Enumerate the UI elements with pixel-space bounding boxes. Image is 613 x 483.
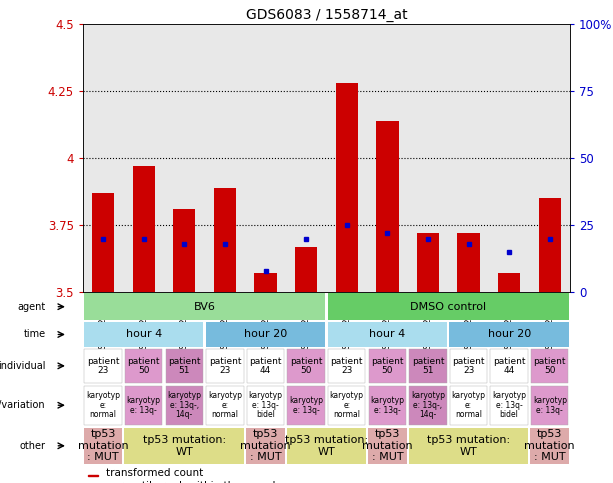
Text: patient
23: patient 23 <box>452 356 485 375</box>
Text: patient
50: patient 50 <box>128 356 160 375</box>
Bar <box>206 386 243 425</box>
Text: BV6: BV6 <box>194 302 216 312</box>
Text: patient
50: patient 50 <box>371 356 403 375</box>
Text: hour 20: hour 20 <box>244 329 287 340</box>
Bar <box>531 386 568 425</box>
Bar <box>417 233 439 292</box>
Bar <box>287 428 366 464</box>
Text: patient
23: patient 23 <box>208 356 241 375</box>
Bar <box>450 349 487 383</box>
Bar <box>247 386 284 425</box>
Text: genotype/variation: genotype/variation <box>0 400 45 410</box>
Bar <box>335 83 358 292</box>
Text: hour 20: hour 20 <box>487 329 531 340</box>
Bar <box>206 322 326 347</box>
Text: tp53 mutation:
WT: tp53 mutation: WT <box>143 435 226 456</box>
Bar <box>124 428 244 464</box>
Bar <box>531 349 568 383</box>
Bar <box>85 349 122 383</box>
Text: DMSO control: DMSO control <box>410 302 486 312</box>
Bar <box>498 273 520 292</box>
Text: karyotyp
e:
normal: karyotyp e: normal <box>208 391 242 419</box>
Text: tp53
mutation
: MUT: tp53 mutation : MUT <box>78 429 128 462</box>
Text: tp53
mutation
: MUT: tp53 mutation : MUT <box>525 429 575 462</box>
Bar <box>85 386 122 425</box>
Text: patient
50: patient 50 <box>290 356 322 375</box>
Bar <box>327 293 569 320</box>
Bar <box>84 293 326 320</box>
Text: hour 4: hour 4 <box>126 329 162 340</box>
Bar <box>92 193 114 292</box>
Text: individual: individual <box>0 361 45 371</box>
Text: karyotyp
e: 13q-
bidel: karyotyp e: 13q- bidel <box>492 391 526 419</box>
Bar <box>287 386 325 425</box>
Bar <box>368 428 406 464</box>
Text: agent: agent <box>17 302 45 312</box>
Bar <box>376 121 398 292</box>
Text: patient
44: patient 44 <box>249 356 282 375</box>
Text: karyotyp
e:
normal: karyotyp e: normal <box>86 391 120 419</box>
Bar <box>328 349 365 383</box>
Bar <box>166 386 203 425</box>
Text: tp53
mutation
: MUT: tp53 mutation : MUT <box>240 429 291 462</box>
Bar <box>450 386 487 425</box>
Text: karyotyp
e: 13q-: karyotyp e: 13q- <box>127 396 161 414</box>
Text: patient
23: patient 23 <box>330 356 363 375</box>
Text: karyotyp
e: 13q-
bidel: karyotyp e: 13q- bidel <box>248 391 283 419</box>
Bar <box>287 349 325 383</box>
Text: other: other <box>20 441 45 451</box>
Text: karyotyp
e:
normal: karyotyp e: normal <box>452 391 485 419</box>
Text: patient
44: patient 44 <box>493 356 525 375</box>
Text: karyotyp
e: 13q-: karyotyp e: 13q- <box>370 396 405 414</box>
Bar <box>368 349 406 383</box>
Bar <box>327 322 447 347</box>
Text: patient
51: patient 51 <box>168 356 200 375</box>
Bar <box>214 188 236 292</box>
Bar <box>457 233 480 292</box>
Bar <box>530 428 569 464</box>
Bar <box>246 428 285 464</box>
Bar <box>254 273 276 292</box>
Text: karyotyp
e: 13q-,
14q-: karyotyp e: 13q-, 14q- <box>167 391 201 419</box>
Bar <box>84 428 123 464</box>
Bar <box>409 428 528 464</box>
Bar <box>295 247 318 292</box>
Bar <box>132 166 155 292</box>
Text: karyotyp
e: 13q-,
14q-: karyotyp e: 13q-, 14q- <box>411 391 445 419</box>
Bar <box>125 386 162 425</box>
Bar <box>173 209 196 292</box>
Bar <box>125 349 162 383</box>
Text: hour 4: hour 4 <box>369 329 405 340</box>
Text: tp53 mutation:
WT: tp53 mutation: WT <box>285 435 368 456</box>
Text: patient
23: patient 23 <box>87 356 120 375</box>
Bar <box>84 322 204 347</box>
Text: tp53 mutation:
WT: tp53 mutation: WT <box>427 435 510 456</box>
Text: patient
50: patient 50 <box>533 356 566 375</box>
Bar <box>449 322 569 347</box>
Text: tp53
mutation
: MUT: tp53 mutation : MUT <box>362 429 413 462</box>
Bar <box>409 349 447 383</box>
Bar <box>247 349 284 383</box>
Bar <box>490 386 528 425</box>
Text: percentile rank within the sample: percentile rank within the sample <box>105 481 281 483</box>
Title: GDS6083 / 1558714_at: GDS6083 / 1558714_at <box>246 8 407 22</box>
Text: transformed count: transformed count <box>105 468 203 478</box>
Text: time: time <box>23 329 45 340</box>
Bar <box>409 386 447 425</box>
Bar <box>88 475 98 476</box>
Text: patient
51: patient 51 <box>412 356 444 375</box>
Bar <box>206 349 243 383</box>
Bar <box>368 386 406 425</box>
Bar <box>328 386 365 425</box>
Text: karyotyp
e: 13q-: karyotyp e: 13q- <box>289 396 323 414</box>
Bar <box>166 349 203 383</box>
Text: karyotyp
e: 13q-: karyotyp e: 13q- <box>533 396 567 414</box>
Bar <box>539 199 561 292</box>
Text: karyotyp
e:
normal: karyotyp e: normal <box>330 391 364 419</box>
Bar <box>490 349 528 383</box>
